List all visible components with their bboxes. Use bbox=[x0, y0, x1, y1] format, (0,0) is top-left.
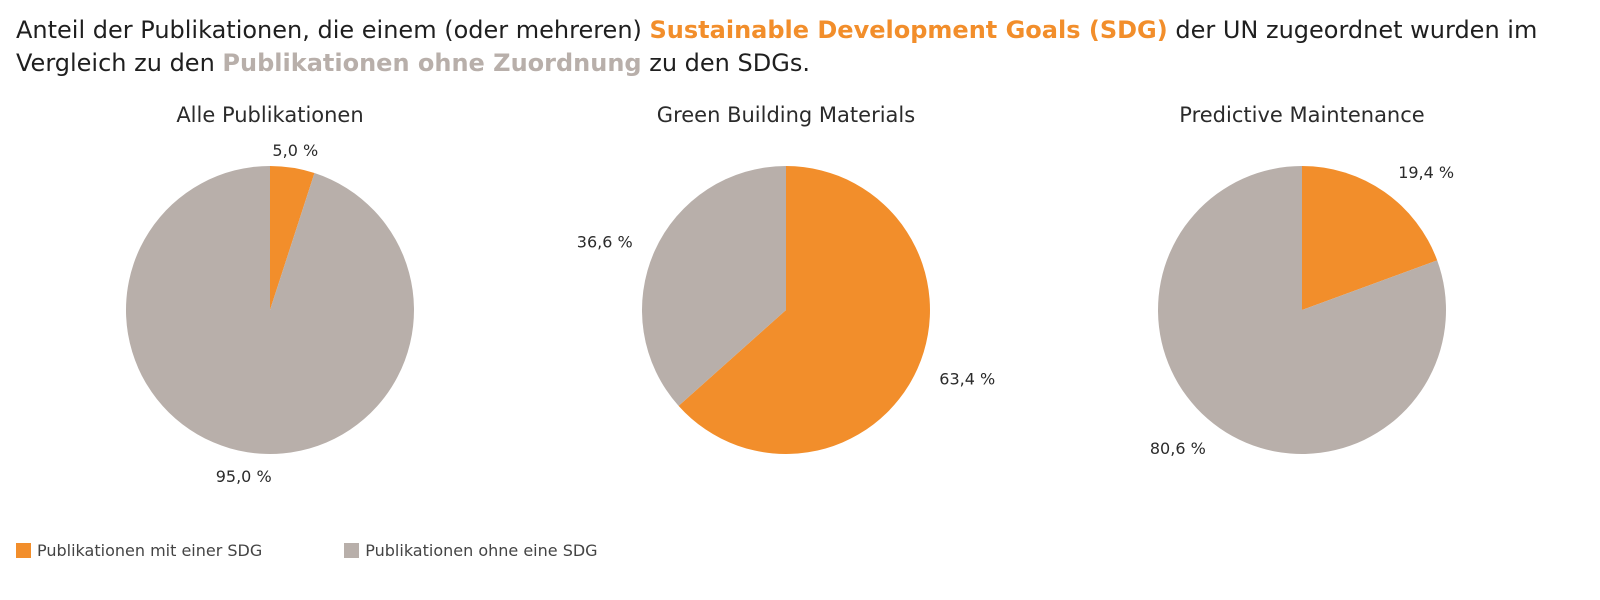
chart-headline: Anteil der Publikationen, die einem (ode… bbox=[16, 14, 1576, 80]
slice-label-with-sdg: 19,4 % bbox=[1398, 163, 1454, 182]
pie-slice-without-sdg bbox=[1158, 166, 1447, 454]
slice-label-with-sdg: 5,0 % bbox=[272, 141, 318, 160]
headline-highlight-no-assignment: Publikationen ohne Zuordnung bbox=[222, 49, 642, 77]
chart-title: Predictive Maintenance bbox=[1179, 103, 1424, 127]
chart-title: Green Building Materials bbox=[657, 103, 915, 127]
pie-chart-alle-publikationen: Alle Publikationen 5,0 % 95,0 % bbox=[125, 103, 414, 486]
pie-chart-green-building-materials: Green Building Materials 63,4 % 36,6 % bbox=[577, 103, 995, 454]
pie-slice-with-sdg bbox=[270, 166, 315, 310]
headline-highlight-sdg: Sustainable Development Goals (SDG) bbox=[649, 16, 1168, 44]
legend-item-without-sdg: Publikationen ohne eine SDG bbox=[344, 540, 598, 560]
legend-item-with-sdg: Publikationen mit einer SDG bbox=[16, 541, 262, 560]
headline-text-2: der UN zugeordnet wurden im Vergleich zu… bbox=[16, 16, 1538, 77]
pie-slice-with-sdg bbox=[678, 166, 930, 454]
pie-chart-predictive-maintenance: Predictive Maintenance 19,4 % 80,6 % bbox=[1150, 103, 1454, 458]
legend: Publikationen mit einer SDG Publikatione… bbox=[16, 539, 680, 561]
slice-label-without-sdg: 95,0 % bbox=[216, 467, 272, 486]
legend-label-with-sdg: Publikationen mit einer SDG bbox=[37, 540, 263, 560]
chart-title: Alle Publikationen bbox=[176, 103, 363, 127]
slice-label-without-sdg: 36,6 % bbox=[577, 232, 633, 251]
legend-swatch-without-sdg bbox=[344, 542, 360, 558]
pie-slice-with-sdg bbox=[1302, 166, 1438, 310]
headline-text-3: zu den SDGs. bbox=[641, 49, 810, 77]
headline-text-1: Anteil der Publikationen, die einem (ode… bbox=[16, 16, 650, 44]
legend-swatch-with-sdg bbox=[16, 542, 31, 558]
pie-slice-without-sdg bbox=[641, 166, 786, 406]
slice-label-without-sdg: 80,6 % bbox=[1150, 439, 1206, 458]
slice-label-with-sdg: 63,4 % bbox=[939, 370, 995, 389]
legend-label-without-sdg: Publikationen ohne eine SDG bbox=[365, 540, 598, 560]
pie-slice-without-sdg bbox=[125, 165, 414, 454]
